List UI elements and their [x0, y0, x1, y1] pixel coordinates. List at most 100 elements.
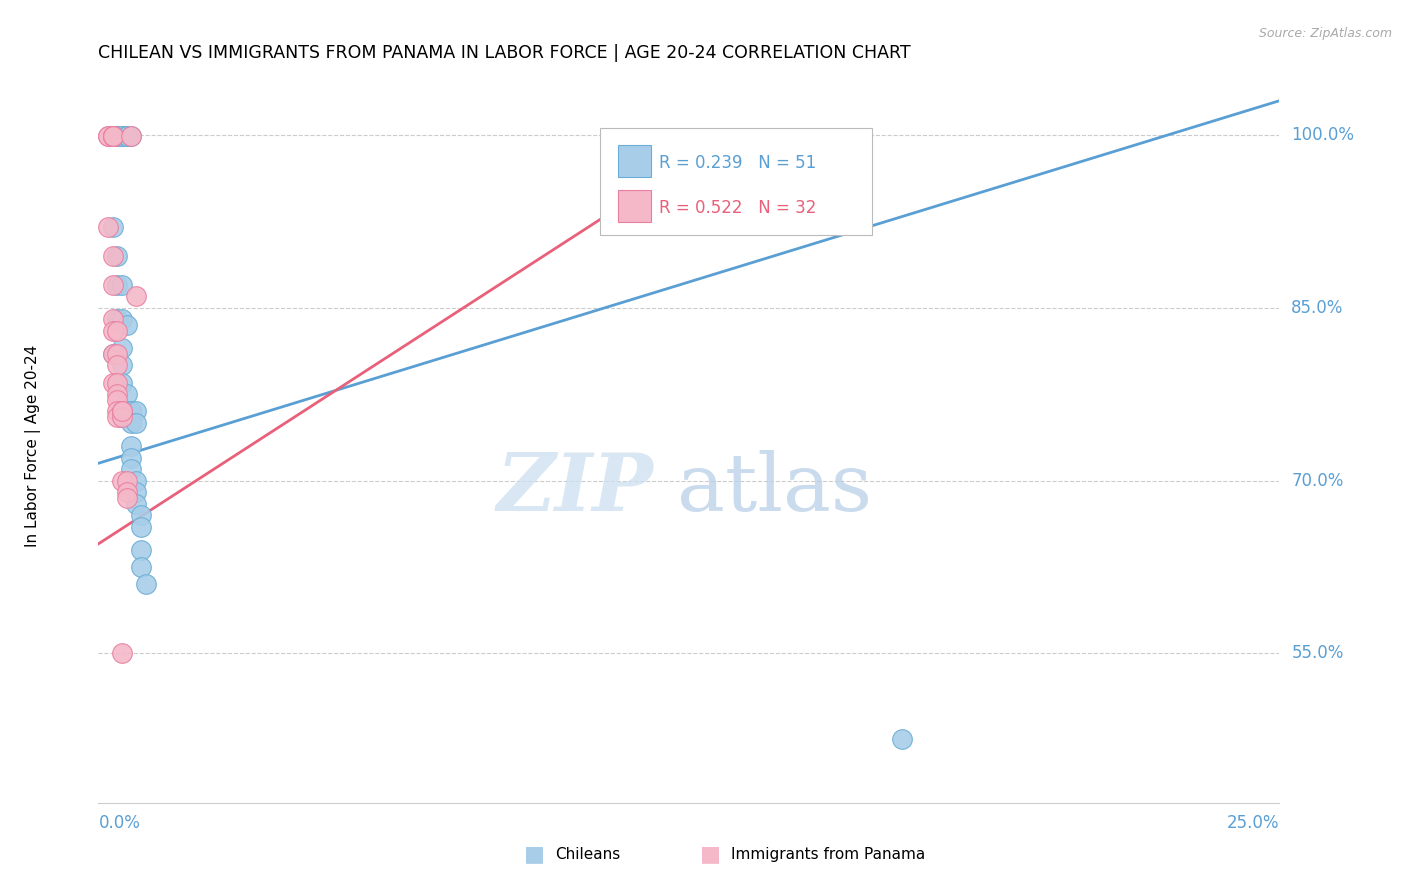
- Point: [125, 416, 148, 430]
- Point: [101, 312, 124, 326]
- Point: [115, 404, 138, 418]
- Bar: [619, 145, 651, 177]
- Point: [111, 376, 134, 390]
- Point: [101, 129, 124, 144]
- Point: [111, 410, 134, 425]
- Text: In Labor Force | Age 20-24: In Labor Force | Age 20-24: [25, 345, 41, 547]
- Point: [111, 646, 134, 660]
- Point: [111, 410, 134, 425]
- Text: CHILEAN VS IMMIGRANTS FROM PANAMA IN LABOR FORCE | AGE 20-24 CORRELATION CHART: CHILEAN VS IMMIGRANTS FROM PANAMA IN LAB…: [98, 45, 911, 62]
- Point: [115, 404, 138, 418]
- Point: [105, 347, 128, 361]
- Text: ■: ■: [700, 845, 720, 864]
- Point: [105, 129, 128, 144]
- Text: 0.0%: 0.0%: [98, 814, 141, 832]
- Text: ZIP: ZIP: [496, 450, 654, 527]
- Point: [101, 277, 124, 292]
- Point: [111, 474, 134, 488]
- Point: [97, 129, 120, 144]
- Text: 55.0%: 55.0%: [1291, 644, 1344, 662]
- Text: atlas: atlas: [678, 450, 872, 528]
- Point: [121, 404, 143, 418]
- Point: [111, 404, 134, 418]
- Point: [101, 129, 124, 144]
- Point: [115, 129, 138, 144]
- Point: [121, 439, 143, 453]
- FancyBboxPatch shape: [600, 128, 872, 235]
- Point: [101, 129, 124, 144]
- Point: [125, 289, 148, 303]
- Point: [105, 129, 128, 144]
- Point: [111, 129, 134, 144]
- Point: [115, 404, 138, 418]
- Point: [101, 129, 124, 144]
- Point: [129, 542, 152, 557]
- Point: [111, 129, 134, 144]
- Point: [115, 129, 138, 144]
- Point: [111, 404, 134, 418]
- Point: [121, 129, 143, 144]
- Bar: [619, 190, 651, 222]
- Point: [105, 404, 128, 418]
- Point: [105, 392, 128, 407]
- Point: [105, 387, 128, 401]
- Point: [125, 474, 148, 488]
- Point: [111, 277, 134, 292]
- Point: [890, 732, 912, 747]
- Point: [105, 249, 128, 263]
- Text: 25.0%: 25.0%: [1227, 814, 1279, 832]
- Text: 70.0%: 70.0%: [1291, 472, 1344, 490]
- Point: [125, 485, 148, 500]
- Point: [115, 404, 138, 418]
- Text: Source: ZipAtlas.com: Source: ZipAtlas.com: [1258, 27, 1392, 40]
- Point: [111, 404, 134, 418]
- Point: [111, 404, 134, 418]
- Text: Chileans: Chileans: [555, 847, 620, 862]
- Point: [129, 559, 152, 574]
- Text: 85.0%: 85.0%: [1291, 299, 1344, 317]
- Point: [97, 220, 120, 235]
- Point: [129, 519, 152, 533]
- Point: [111, 410, 134, 425]
- Point: [115, 404, 138, 418]
- Point: [101, 129, 124, 144]
- Point: [115, 474, 138, 488]
- Point: [101, 347, 124, 361]
- Text: R = 0.522   N = 32: R = 0.522 N = 32: [659, 199, 817, 217]
- Point: [121, 129, 143, 144]
- Text: ■: ■: [524, 845, 544, 864]
- Point: [111, 312, 134, 326]
- Point: [135, 577, 157, 591]
- Point: [115, 404, 138, 418]
- Point: [105, 312, 128, 326]
- Point: [129, 508, 152, 522]
- Point: [101, 324, 124, 338]
- Point: [115, 387, 138, 401]
- Point: [105, 376, 128, 390]
- Point: [105, 359, 128, 373]
- Text: R = 0.239   N = 51: R = 0.239 N = 51: [659, 153, 817, 172]
- Text: Immigrants from Panama: Immigrants from Panama: [731, 847, 925, 862]
- Point: [121, 416, 143, 430]
- Point: [101, 347, 124, 361]
- Point: [115, 318, 138, 333]
- Point: [101, 376, 124, 390]
- Point: [121, 404, 143, 418]
- Text: 100.0%: 100.0%: [1291, 127, 1354, 145]
- Point: [97, 129, 120, 144]
- Point: [115, 491, 138, 505]
- Point: [105, 410, 128, 425]
- Point: [105, 376, 128, 390]
- Point: [111, 404, 134, 418]
- Point: [105, 277, 128, 292]
- Point: [121, 450, 143, 465]
- Point: [115, 485, 138, 500]
- Point: [105, 324, 128, 338]
- Point: [101, 129, 124, 144]
- Point: [111, 129, 134, 144]
- Point: [115, 129, 138, 144]
- Point: [101, 220, 124, 235]
- Point: [125, 404, 148, 418]
- Point: [111, 359, 134, 373]
- Point: [111, 341, 134, 355]
